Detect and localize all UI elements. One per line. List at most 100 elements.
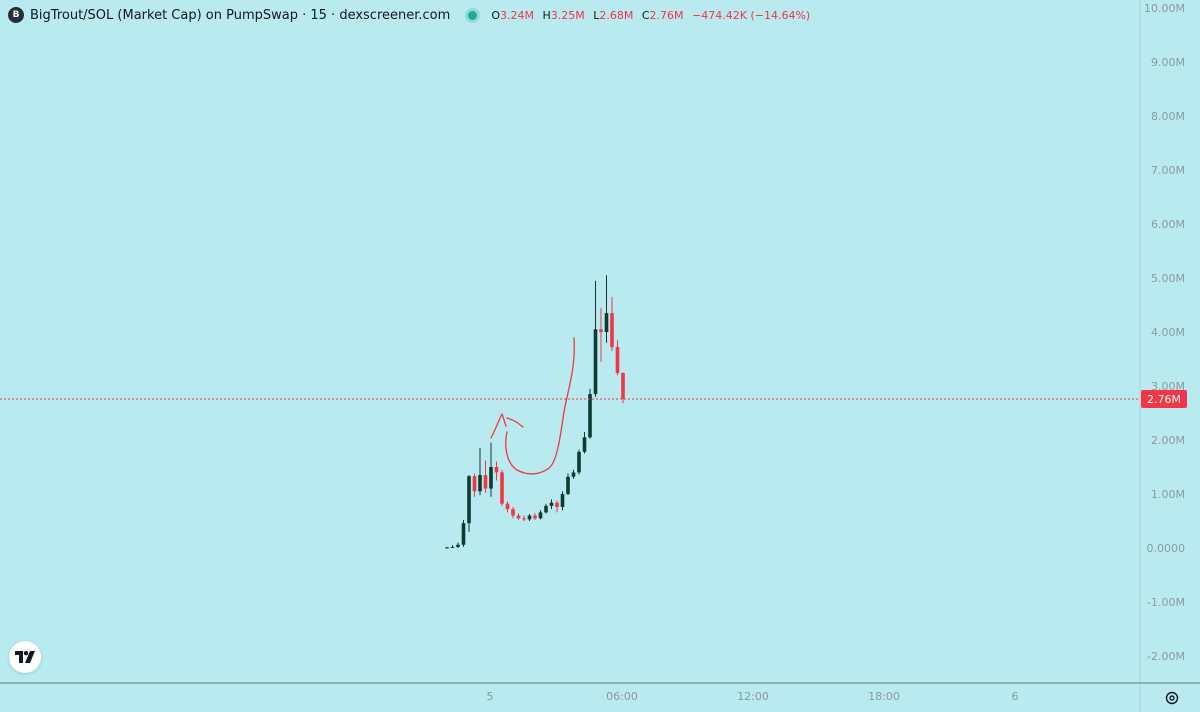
candle: [500, 469, 504, 506]
candle-body: [511, 509, 515, 516]
candle-body: [494, 467, 499, 473]
candle: [478, 448, 482, 496]
y-tick-label: 9.00M: [1151, 56, 1185, 69]
candle-body: [604, 313, 609, 332]
y-tick-label: 8.00M: [1151, 110, 1185, 123]
candle: [516, 513, 521, 520]
candle: [483, 460, 488, 493]
candle-body: [544, 505, 548, 513]
candle: [527, 513, 532, 521]
candle: [582, 431, 587, 454]
candle: [577, 449, 581, 475]
candle: [566, 473, 570, 496]
candle-body: [582, 437, 587, 452]
x-axis: 5 06:00 12:00 18:00 6: [487, 690, 1019, 703]
y-tick-label: -1.00M: [1147, 596, 1185, 609]
candle-body: [615, 347, 620, 374]
candle-body: [588, 394, 592, 438]
y-tick-label: 5.00M: [1151, 272, 1185, 285]
y-tick-label: 3.00M: [1151, 380, 1185, 393]
candle: [604, 275, 609, 343]
last-price-label: 2.76M: [1141, 389, 1187, 408]
change-value: −474.42K (−14.64%): [692, 8, 811, 22]
candle: [461, 519, 466, 547]
candle-body: [599, 329, 603, 332]
candle: [615, 340, 620, 376]
candle: [544, 503, 548, 514]
candle: [538, 510, 543, 520]
candle-body: [489, 467, 493, 489]
x-tick-label: 5: [487, 690, 494, 703]
candle-body: [571, 472, 576, 477]
market-status-icon: [468, 10, 478, 20]
tradingview-logo-icon[interactable]: [9, 641, 41, 673]
candle-body: [461, 523, 466, 545]
candle-body: [577, 451, 581, 473]
candle-body: [560, 494, 565, 507]
settings-icon[interactable]: [1162, 688, 1182, 708]
candle-body: [549, 502, 554, 506]
y-tick-label: 10.00M: [1144, 2, 1185, 15]
open-value: 3.24M: [499, 8, 534, 22]
ohlc-values: O3.24M H3.25M L2.68M C2.76M −474.42K (−1…: [491, 8, 811, 22]
candle: [610, 296, 614, 351]
symbol-icon: B: [8, 7, 24, 23]
annotation-drawing: [490, 337, 575, 475]
close-value: 2.76M: [649, 8, 684, 22]
candle-body: [610, 313, 614, 348]
candle-body: [516, 515, 521, 519]
chart-legend: B BigTrout/SOL (Market Cap) on PumpSwap …: [8, 5, 810, 25]
candle: [588, 388, 592, 439]
candle: [549, 499, 554, 510]
y-tick-label: 7.00M: [1151, 164, 1185, 177]
candle-body: [555, 502, 559, 507]
candle: [593, 280, 598, 397]
candle: [456, 542, 460, 548]
y-tick-label: 2.00M: [1151, 434, 1185, 447]
x-tick-label: 12:00: [737, 690, 769, 703]
candle-body: [500, 472, 504, 504]
y-tick-label: 4.00M: [1151, 326, 1185, 339]
candle-body: [472, 476, 477, 492]
y-tick-label: -2.00M: [1147, 650, 1185, 663]
y-tick-label: 6.00M: [1151, 218, 1185, 231]
candle: [450, 545, 455, 548]
candle-body: [527, 515, 532, 520]
candle-body: [566, 476, 570, 494]
candle-body: [483, 475, 488, 489]
high-value: 3.25M: [550, 8, 585, 22]
candle: [555, 500, 559, 513]
candle-body: [522, 518, 526, 520]
candle: [560, 491, 565, 511]
x-tick-label: 6: [1012, 690, 1019, 703]
candle: [511, 506, 515, 519]
x-tick-label: 18:00: [868, 690, 900, 703]
y-tick-label: 1.00M: [1151, 488, 1185, 501]
candle: [472, 473, 477, 497]
candle: [621, 372, 625, 404]
candle: [467, 475, 471, 532]
candles-layer: [445, 275, 625, 549]
candle: [489, 442, 493, 497]
candle-body: [533, 515, 537, 519]
candle-body: [445, 547, 449, 549]
x-tick-label: 06:00: [606, 690, 638, 703]
y-tick-label: 0.0000: [1147, 542, 1186, 555]
symbol-title[interactable]: BigTrout/SOL (Market Cap) on PumpSwap · …: [30, 7, 451, 23]
candle-body: [450, 546, 455, 548]
candle-body: [621, 373, 625, 399]
low-value: 2.68M: [599, 8, 634, 22]
candle-body: [593, 329, 598, 395]
candle-body: [505, 503, 510, 510]
candle-body: [538, 512, 543, 519]
candle: [599, 307, 603, 362]
candle-body: [478, 475, 482, 492]
candle: [571, 469, 576, 479]
candle-body: [467, 476, 471, 524]
candle: [445, 546, 449, 549]
candle-body: [456, 544, 460, 547]
candle: [505, 501, 510, 513]
candle: [494, 461, 499, 481]
candle: [533, 512, 537, 520]
